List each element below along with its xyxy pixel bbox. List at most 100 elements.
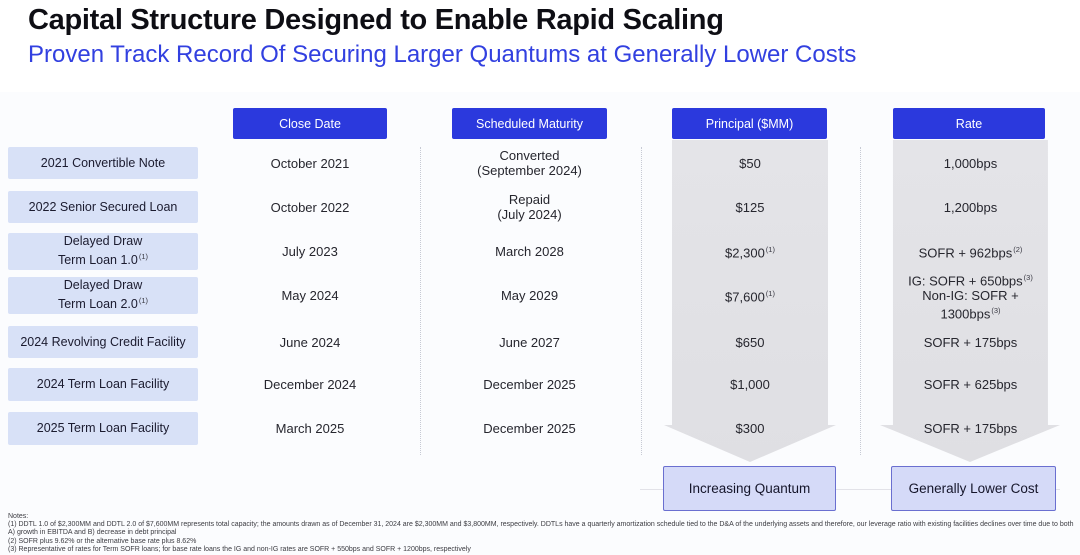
text: SOFR + 962bps xyxy=(918,245,1013,261)
text: Term Loan 2.0 xyxy=(57,297,138,312)
rate-value: IG: SOFR + 650bps(3) xyxy=(908,270,1033,288)
principal-value: $650 xyxy=(736,335,765,350)
footnote-superscript: (3) xyxy=(991,306,1001,315)
text: October 2022 xyxy=(270,199,350,215)
maturity-value: June 2027 xyxy=(499,335,560,350)
column-divider xyxy=(860,147,861,455)
text: SOFR + 175bps xyxy=(923,334,1018,350)
row-label: Delayed Draw Term Loan 2.0(1) xyxy=(8,277,198,314)
increasing-quantum-arrow xyxy=(664,140,836,462)
cell-rate: 1,000bps xyxy=(893,147,1048,179)
text: 2025 Term Loan Facility xyxy=(36,421,170,435)
maturity-value: March 2028 xyxy=(495,244,564,259)
cell-close-date: October 2021 xyxy=(233,147,387,179)
cell-rate: 1,200bps xyxy=(893,191,1048,223)
footnote-superscript: (3) xyxy=(1023,272,1033,282)
cell-rate: IG: SOFR + 650bps(3) Non-IG: SOFR + 1300b… xyxy=(893,273,1048,322)
cell-principal: $650 xyxy=(672,326,828,358)
cell-rate: SOFR + 962bps(2) xyxy=(893,233,1048,270)
cell-principal: $300 xyxy=(672,412,828,445)
principal-value: $2,300(1) xyxy=(725,242,775,260)
footnote-superscript: (1) xyxy=(765,289,775,299)
text: March 2028 xyxy=(495,244,564,259)
footnote-superscript: (1) xyxy=(138,296,149,306)
row-label: 2025 Term Loan Facility xyxy=(8,412,198,445)
maturity-value: Repaid xyxy=(509,192,550,207)
row-label: Delayed Draw Term Loan 1.0(1) xyxy=(8,233,198,270)
rate-value: SOFR + 175bps xyxy=(924,335,1018,350)
row-label: 2024 Revolving Credit Facility xyxy=(8,326,198,358)
text: $7,600 xyxy=(725,289,765,305)
text: SOFR + 625bps xyxy=(923,377,1018,392)
cell-close-date: December 2024 xyxy=(233,368,387,401)
footnote-superscript: (1) xyxy=(765,245,775,255)
footnote-line: (2) SOFR plus 9.62% or the alternative b… xyxy=(8,537,197,545)
maturity-value: (September 2024) xyxy=(477,163,582,178)
page-title: Capital Structure Designed to Enable Rap… xyxy=(28,4,724,36)
page-subtitle: Proven Track Record Of Securing Larger Q… xyxy=(28,41,857,68)
cell-scheduled-maturity: December 2025 xyxy=(452,368,607,401)
text: May 2029 xyxy=(500,288,559,303)
cell-principal: $50 xyxy=(672,147,828,179)
footnote-line: (3) Representative of rates for Term SOF… xyxy=(8,545,471,553)
column-header-scheduled-maturity: Scheduled Maturity xyxy=(452,108,607,139)
row-label-line: Delayed Draw xyxy=(64,278,143,293)
text: $2,300 xyxy=(725,245,765,261)
column-divider xyxy=(641,147,642,455)
lower-cost-arrow xyxy=(880,140,1060,462)
text: May 2024 xyxy=(281,288,339,303)
cell-scheduled-maturity: March 2028 xyxy=(452,233,607,270)
close-date-value: June 2024 xyxy=(280,335,341,350)
text: Delayed Draw xyxy=(63,234,143,249)
row-label-line: 2022 Senior Secured Loan xyxy=(29,200,178,215)
text: October 2021 xyxy=(270,155,350,171)
principal-value: $50 xyxy=(739,156,761,171)
text: Non-IG: SOFR + 1300bps xyxy=(922,288,1019,322)
text: $1,000 xyxy=(730,377,770,392)
rate-value: Non-IG: SOFR + 1300bps(3) xyxy=(893,288,1048,321)
text: June 2027 xyxy=(499,334,560,350)
rate-value: SOFR + 625bps xyxy=(924,377,1018,392)
row-label-line: 2025 Term Loan Facility xyxy=(37,421,169,436)
text: Converted xyxy=(499,148,560,163)
text: December 2025 xyxy=(483,377,576,392)
text: December 2025 xyxy=(483,421,576,436)
cell-close-date: June 2024 xyxy=(233,326,387,358)
close-date-value: May 2024 xyxy=(281,288,338,303)
column-header-rate: Rate xyxy=(893,108,1045,139)
text: IG: SOFR + 650bps xyxy=(908,273,1023,288)
generally-lower-cost-callout: Generally Lower Cost xyxy=(891,466,1056,511)
close-date-value: December 2024 xyxy=(264,377,357,392)
text: 2021 Convertible Note xyxy=(40,155,166,170)
text: $125 xyxy=(735,199,765,215)
row-label-line: Delayed Draw xyxy=(64,234,143,249)
row-label: 2024 Term Loan Facility xyxy=(8,368,198,401)
increasing-quantum-callout: Increasing Quantum xyxy=(663,466,836,511)
cell-scheduled-maturity: December 2025 xyxy=(452,412,607,445)
cell-scheduled-maturity: May 2029 xyxy=(452,277,607,314)
text: 2024 Revolving Credit Facility xyxy=(20,334,186,349)
row-label: 2021 Convertible Note xyxy=(8,147,198,179)
principal-value: $7,600(1) xyxy=(725,286,775,304)
maturity-value: Converted xyxy=(500,148,560,163)
cell-scheduled-maturity: June 2027 xyxy=(452,326,607,358)
text: 1,200bps xyxy=(943,199,998,215)
close-date-value: October 2021 xyxy=(271,156,350,171)
close-date-value: July 2023 xyxy=(282,244,338,259)
cell-close-date: May 2024 xyxy=(233,277,387,314)
rate-value: SOFR + 962bps(2) xyxy=(919,242,1023,260)
row-label-line: 2024 Revolving Credit Facility xyxy=(20,335,185,350)
text: December 2024 xyxy=(263,377,357,392)
maturity-value: (July 2024) xyxy=(497,207,561,222)
principal-value: $1,000 xyxy=(730,377,770,392)
text: Delayed Draw xyxy=(63,278,143,293)
row-label: 2022 Senior Secured Loan xyxy=(8,191,198,223)
row-label-line: Term Loan 2.0(1) xyxy=(58,293,148,312)
rate-value: SOFR + 175bps xyxy=(924,421,1018,436)
cell-rate: SOFR + 625bps xyxy=(893,368,1048,401)
text: (September 2024) xyxy=(477,163,582,178)
text: (July 2024) xyxy=(497,207,562,222)
text: 2022 Senior Secured Loan xyxy=(28,199,178,214)
cell-principal: $7,600(1) xyxy=(672,277,828,314)
cell-principal: $1,000 xyxy=(672,368,828,401)
